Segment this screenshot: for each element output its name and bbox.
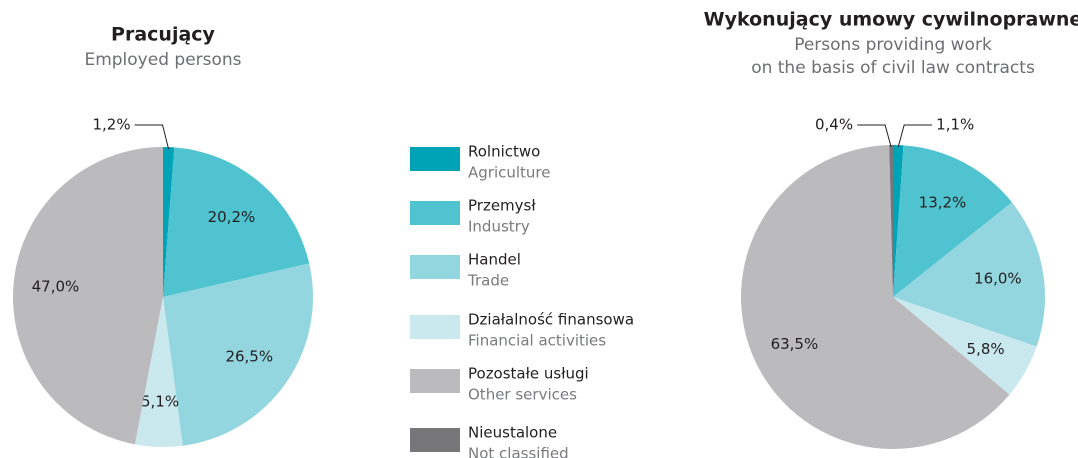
pie-slice [889,145,893,297]
legend-sublabel: Agriculture [468,164,551,182]
chart-title: Pracujący [111,24,216,46]
chart-subtitle: Persons providing work [794,35,992,55]
legend-swatch [410,428,460,452]
legend-sublabel: Other services [468,386,577,404]
value-label: 63,5% [771,335,819,353]
legend-label: Nieustalone [468,424,557,442]
legend-label: Działalność finansowa [468,311,634,329]
legend-label: Pozostałe usługi [468,365,589,383]
pie-slice [134,297,183,447]
pie-slice [893,145,1012,297]
value-label: 20,2% [208,208,256,226]
value-label: 16,0% [974,270,1022,288]
pie-slice [741,145,1010,450]
leader-line [857,124,892,148]
leader-line [134,124,170,150]
value-label: 5,1% [141,392,179,410]
legend-label: Rolnictwo [468,143,540,161]
value-label: 1,1% [936,116,974,134]
chart-title: Wykonujący umowy cywilnoprawne [704,9,1078,31]
legend-label: Handel [468,251,521,269]
pie-slice [163,263,313,446]
legend-sublabel: Not classified [468,445,569,458]
pie-slice [893,202,1045,347]
value-label: 26,5% [225,347,273,365]
pie-slice [163,147,310,297]
legend-swatch [410,147,460,171]
legend-sublabel: Trade [467,272,509,290]
pie-slice [893,297,1037,395]
value-label: 0,4% [815,116,853,134]
pie-slice [893,145,904,297]
value-label: 47,0% [32,277,80,295]
legend-swatch [410,315,460,339]
legend-swatch [410,369,460,393]
pie-slice [13,147,163,445]
value-label: 1,2% [92,116,130,134]
legend-sublabel: Financial activities [468,332,606,350]
leader-line [897,124,933,148]
value-label: 13,2% [919,193,967,211]
legend-label: Przemysł [468,197,536,215]
legend-sublabel: Industry [468,218,530,236]
chart-subtitle: on the basis of civil law contracts [751,58,1035,78]
value-label: 5,8% [967,340,1005,358]
legend-swatch [410,255,460,279]
legend-swatch [410,201,460,225]
pie-slice [163,147,175,297]
chart-subtitle: Employed persons [84,50,241,70]
